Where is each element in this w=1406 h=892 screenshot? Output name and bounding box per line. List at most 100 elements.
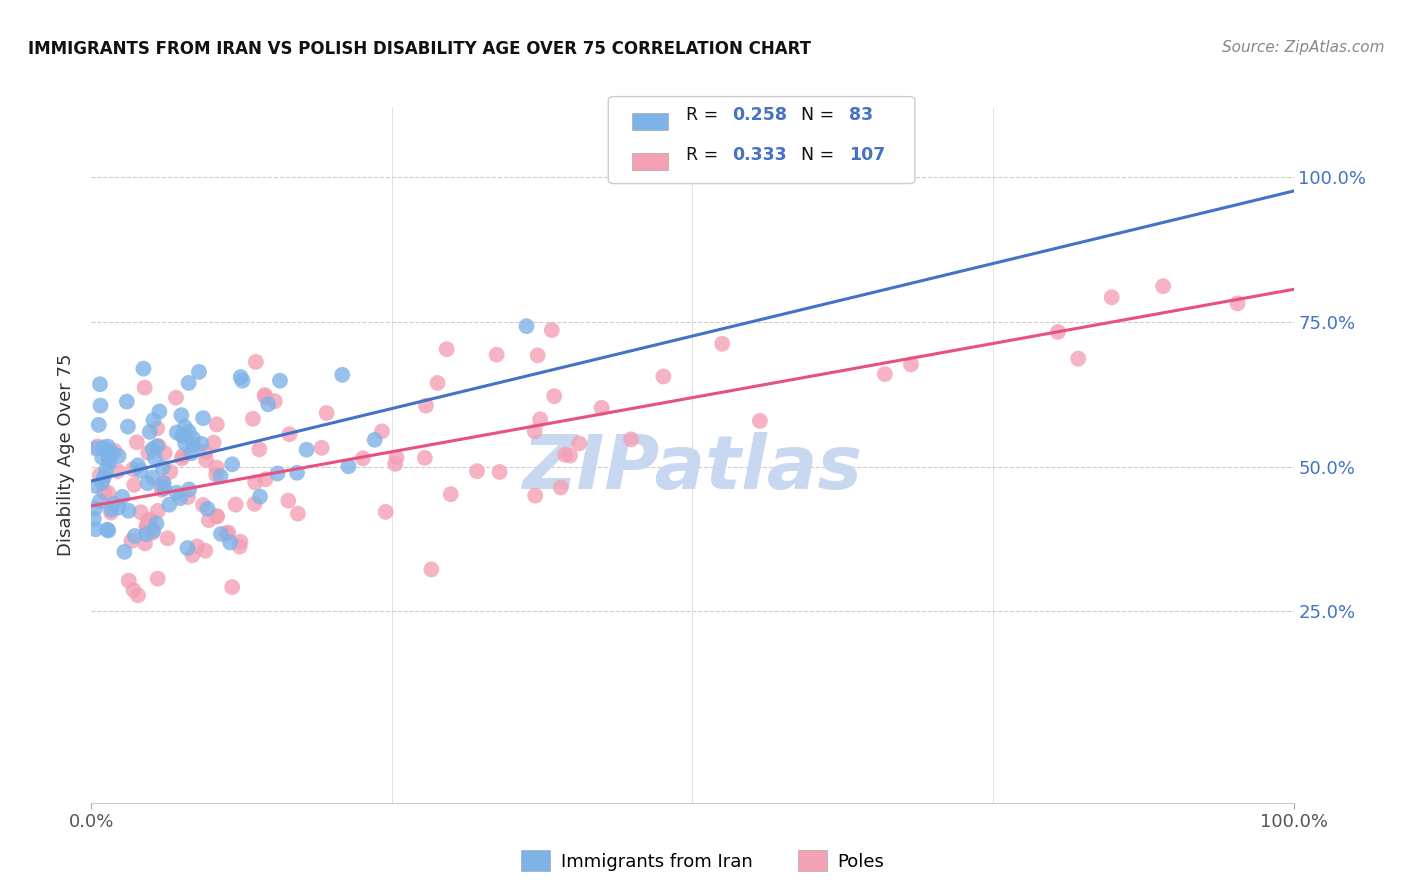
Point <box>103 497 125 511</box>
Point <box>96 444 118 458</box>
Point <box>363 433 385 447</box>
Point <box>97 440 120 454</box>
Point <box>134 536 156 550</box>
Point <box>172 428 194 442</box>
Point <box>166 485 188 500</box>
Point <box>165 391 187 405</box>
Point <box>202 435 225 450</box>
Point <box>295 442 318 457</box>
Point <box>135 520 157 534</box>
Point <box>89 399 111 413</box>
Point <box>156 531 179 545</box>
Point <box>174 436 197 450</box>
Point <box>176 541 198 555</box>
Point <box>146 504 169 518</box>
Point <box>129 464 152 478</box>
Point <box>152 476 174 491</box>
Point <box>138 513 160 527</box>
Point <box>217 525 239 540</box>
Text: ZIPatlas: ZIPatlas <box>523 433 862 506</box>
Text: N =: N = <box>800 106 839 124</box>
Point <box>287 507 309 521</box>
Point <box>205 460 228 475</box>
Point <box>97 450 120 465</box>
Point <box>485 348 508 362</box>
Point <box>134 381 156 395</box>
Point <box>209 527 232 541</box>
Point <box>315 406 337 420</box>
Point <box>1152 279 1174 293</box>
Point <box>190 437 212 451</box>
Point <box>170 451 193 466</box>
Point <box>229 534 252 549</box>
Text: 0.258: 0.258 <box>733 106 787 124</box>
Point <box>529 412 551 426</box>
Point <box>159 465 181 479</box>
Point <box>136 446 159 460</box>
Point <box>103 443 125 458</box>
Text: IMMIGRANTS FROM IRAN VS POLISH DISABILITY AGE OVER 75 CORRELATION CHART: IMMIGRANTS FROM IRAN VS POLISH DISABILIT… <box>28 40 811 58</box>
Point <box>1226 296 1249 310</box>
Point <box>127 458 149 473</box>
Point <box>94 463 117 477</box>
Point <box>84 501 107 516</box>
Point <box>245 355 267 369</box>
Point <box>352 451 374 466</box>
Point <box>900 357 922 371</box>
Point <box>173 419 195 434</box>
Point <box>139 513 162 527</box>
Point <box>266 467 288 481</box>
Point <box>254 472 277 486</box>
Point <box>166 425 188 440</box>
Point <box>526 348 548 362</box>
Point <box>1046 325 1069 339</box>
FancyBboxPatch shape <box>609 96 915 184</box>
Point <box>146 572 169 586</box>
Point <box>93 470 115 484</box>
Point <box>465 464 488 478</box>
Point <box>191 498 214 512</box>
Point <box>141 442 163 456</box>
Point <box>523 425 546 439</box>
Point <box>385 450 408 465</box>
Point <box>135 527 157 541</box>
Point <box>554 448 576 462</box>
Point <box>186 540 208 554</box>
Point <box>413 450 436 465</box>
FancyBboxPatch shape <box>633 112 668 130</box>
Point <box>172 428 194 442</box>
Point <box>374 505 396 519</box>
Point <box>420 562 443 576</box>
Point <box>107 500 129 515</box>
Point <box>135 518 157 533</box>
Point <box>117 419 139 434</box>
Point <box>111 490 134 504</box>
Point <box>177 490 200 504</box>
Point <box>142 470 165 484</box>
Point <box>120 533 142 548</box>
Point <box>136 476 159 491</box>
Point <box>873 367 896 381</box>
Point <box>488 465 510 479</box>
Point <box>172 448 194 462</box>
Point <box>86 439 108 453</box>
Point <box>150 483 173 497</box>
Point <box>194 543 217 558</box>
Point <box>100 502 122 516</box>
Point <box>107 464 129 478</box>
Point <box>221 580 243 594</box>
Point <box>84 442 107 456</box>
Point <box>257 397 280 411</box>
Point <box>124 529 146 543</box>
Point <box>254 390 277 404</box>
Point <box>132 361 155 376</box>
Point <box>101 446 124 460</box>
Point <box>117 504 139 518</box>
Point <box>188 365 211 379</box>
Point <box>181 431 204 445</box>
Point <box>127 588 149 602</box>
Point <box>311 441 333 455</box>
Point <box>138 425 160 439</box>
Point <box>142 413 165 427</box>
Point <box>97 486 120 500</box>
